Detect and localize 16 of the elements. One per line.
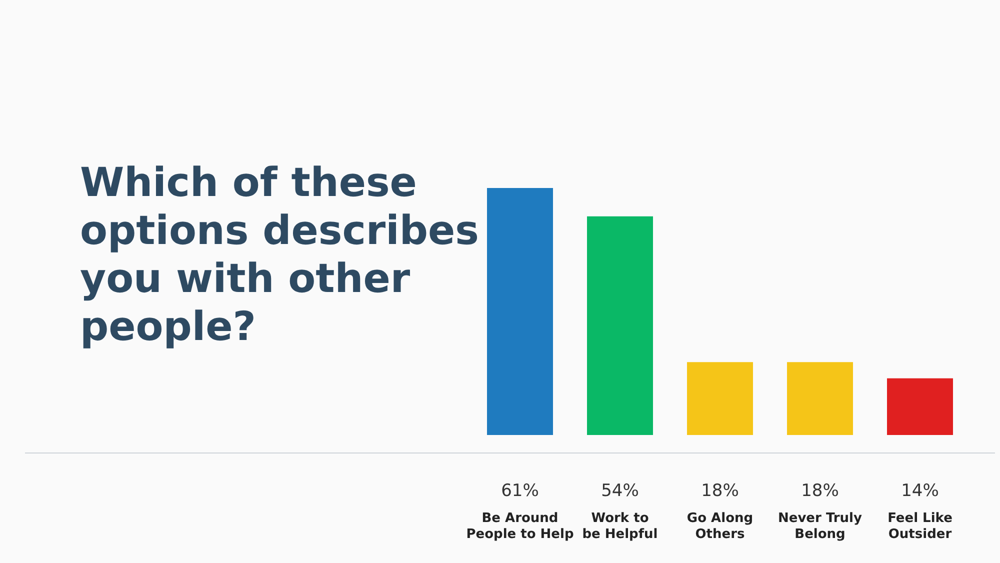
bar (887, 378, 953, 435)
x-tick-label: Work to be Helpful (582, 511, 658, 542)
data-label: 18% (701, 481, 739, 501)
data-label: 61% (501, 481, 539, 501)
data-label: 54% (601, 481, 639, 501)
x-tick-label: Be Around People to Help (466, 511, 574, 542)
text: Which of these options describes you with other people? (80, 160, 479, 350)
x-tick-label: Never Truly Belong (778, 511, 862, 542)
bar (687, 362, 753, 435)
x-tick-label: Go Along Others (686, 511, 754, 542)
bar (787, 362, 853, 435)
data-label: 14% (901, 481, 939, 501)
data-label: 18% (801, 481, 839, 501)
bar (487, 188, 553, 435)
bar (587, 216, 653, 435)
x-tick-label: Feel Like Outsider (888, 511, 953, 542)
